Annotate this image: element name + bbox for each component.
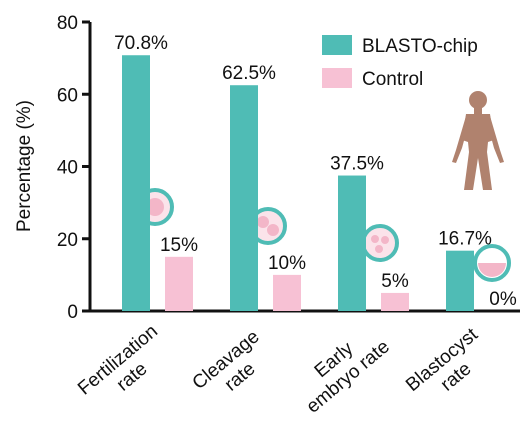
y-tick-label: 60 xyxy=(57,85,78,106)
x-tick-label-line: Fertilization xyxy=(74,321,162,400)
legend-label: BLASTO-chip xyxy=(362,36,478,57)
legend-label: Control xyxy=(362,69,423,90)
value-label: 62.5% xyxy=(222,63,276,84)
bar xyxy=(446,251,474,311)
value-label: 10% xyxy=(268,253,306,274)
x-tick-label: Fertilizationrate xyxy=(74,321,176,416)
x-tick-label: Blastocystrate xyxy=(402,324,497,413)
bar xyxy=(230,85,258,311)
value-label: 0% xyxy=(489,289,517,310)
icon xyxy=(267,224,279,236)
legend-swatch xyxy=(322,68,352,88)
legend-swatch xyxy=(322,35,352,55)
bar xyxy=(381,293,409,311)
y-axis-label: Percentage (%) xyxy=(14,100,35,232)
icon xyxy=(381,236,389,244)
y-tick-label: 0 xyxy=(67,302,78,323)
human-figure xyxy=(452,91,504,190)
icon xyxy=(375,245,383,253)
bar xyxy=(122,55,150,311)
bar xyxy=(338,176,366,311)
value-label: 5% xyxy=(381,271,409,292)
chart: Percentage (%) 0 20 40 60 80 BLASTO-chip Contr… xyxy=(0,0,520,435)
icon xyxy=(363,226,397,260)
x-tick-label: Cleavagerate xyxy=(189,326,278,411)
y-tick-label: 20 xyxy=(57,230,78,251)
value-label: 16.7% xyxy=(438,229,492,250)
bar xyxy=(165,257,193,311)
icon xyxy=(371,235,379,243)
icon xyxy=(257,216,269,228)
y-tick-label: 80 xyxy=(57,13,78,34)
x-tick-label: Earlyembryo rate xyxy=(288,320,393,418)
value-label: 37.5% xyxy=(330,154,384,175)
y-tick-label: 40 xyxy=(57,158,78,179)
value-label: 70.8% xyxy=(114,33,168,54)
bar xyxy=(273,275,301,311)
value-label: 15% xyxy=(160,235,198,256)
